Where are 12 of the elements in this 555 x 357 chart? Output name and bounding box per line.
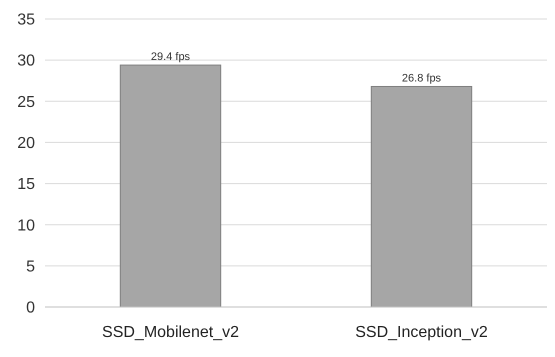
y-tick-label: 15 <box>17 176 36 194</box>
data-label: 29.4 fps <box>150 51 191 64</box>
x-tick-label: SSD_Mobilenet_v2 <box>102 324 240 341</box>
data-label: 26.8 fps <box>402 72 442 84</box>
y-tick-label: 25 <box>17 94 36 111</box>
y-tick-label: 0 <box>26 300 36 317</box>
y-tick-label: 20 <box>17 135 36 152</box>
y-tick-label: 10 <box>17 217 36 234</box>
y-tick-label: 5 <box>26 258 36 276</box>
y-tick-label: 30 <box>17 52 36 70</box>
x-tick-label: SSD_Inception_v2 <box>355 324 488 341</box>
y-tick-label: 35 <box>17 12 36 29</box>
